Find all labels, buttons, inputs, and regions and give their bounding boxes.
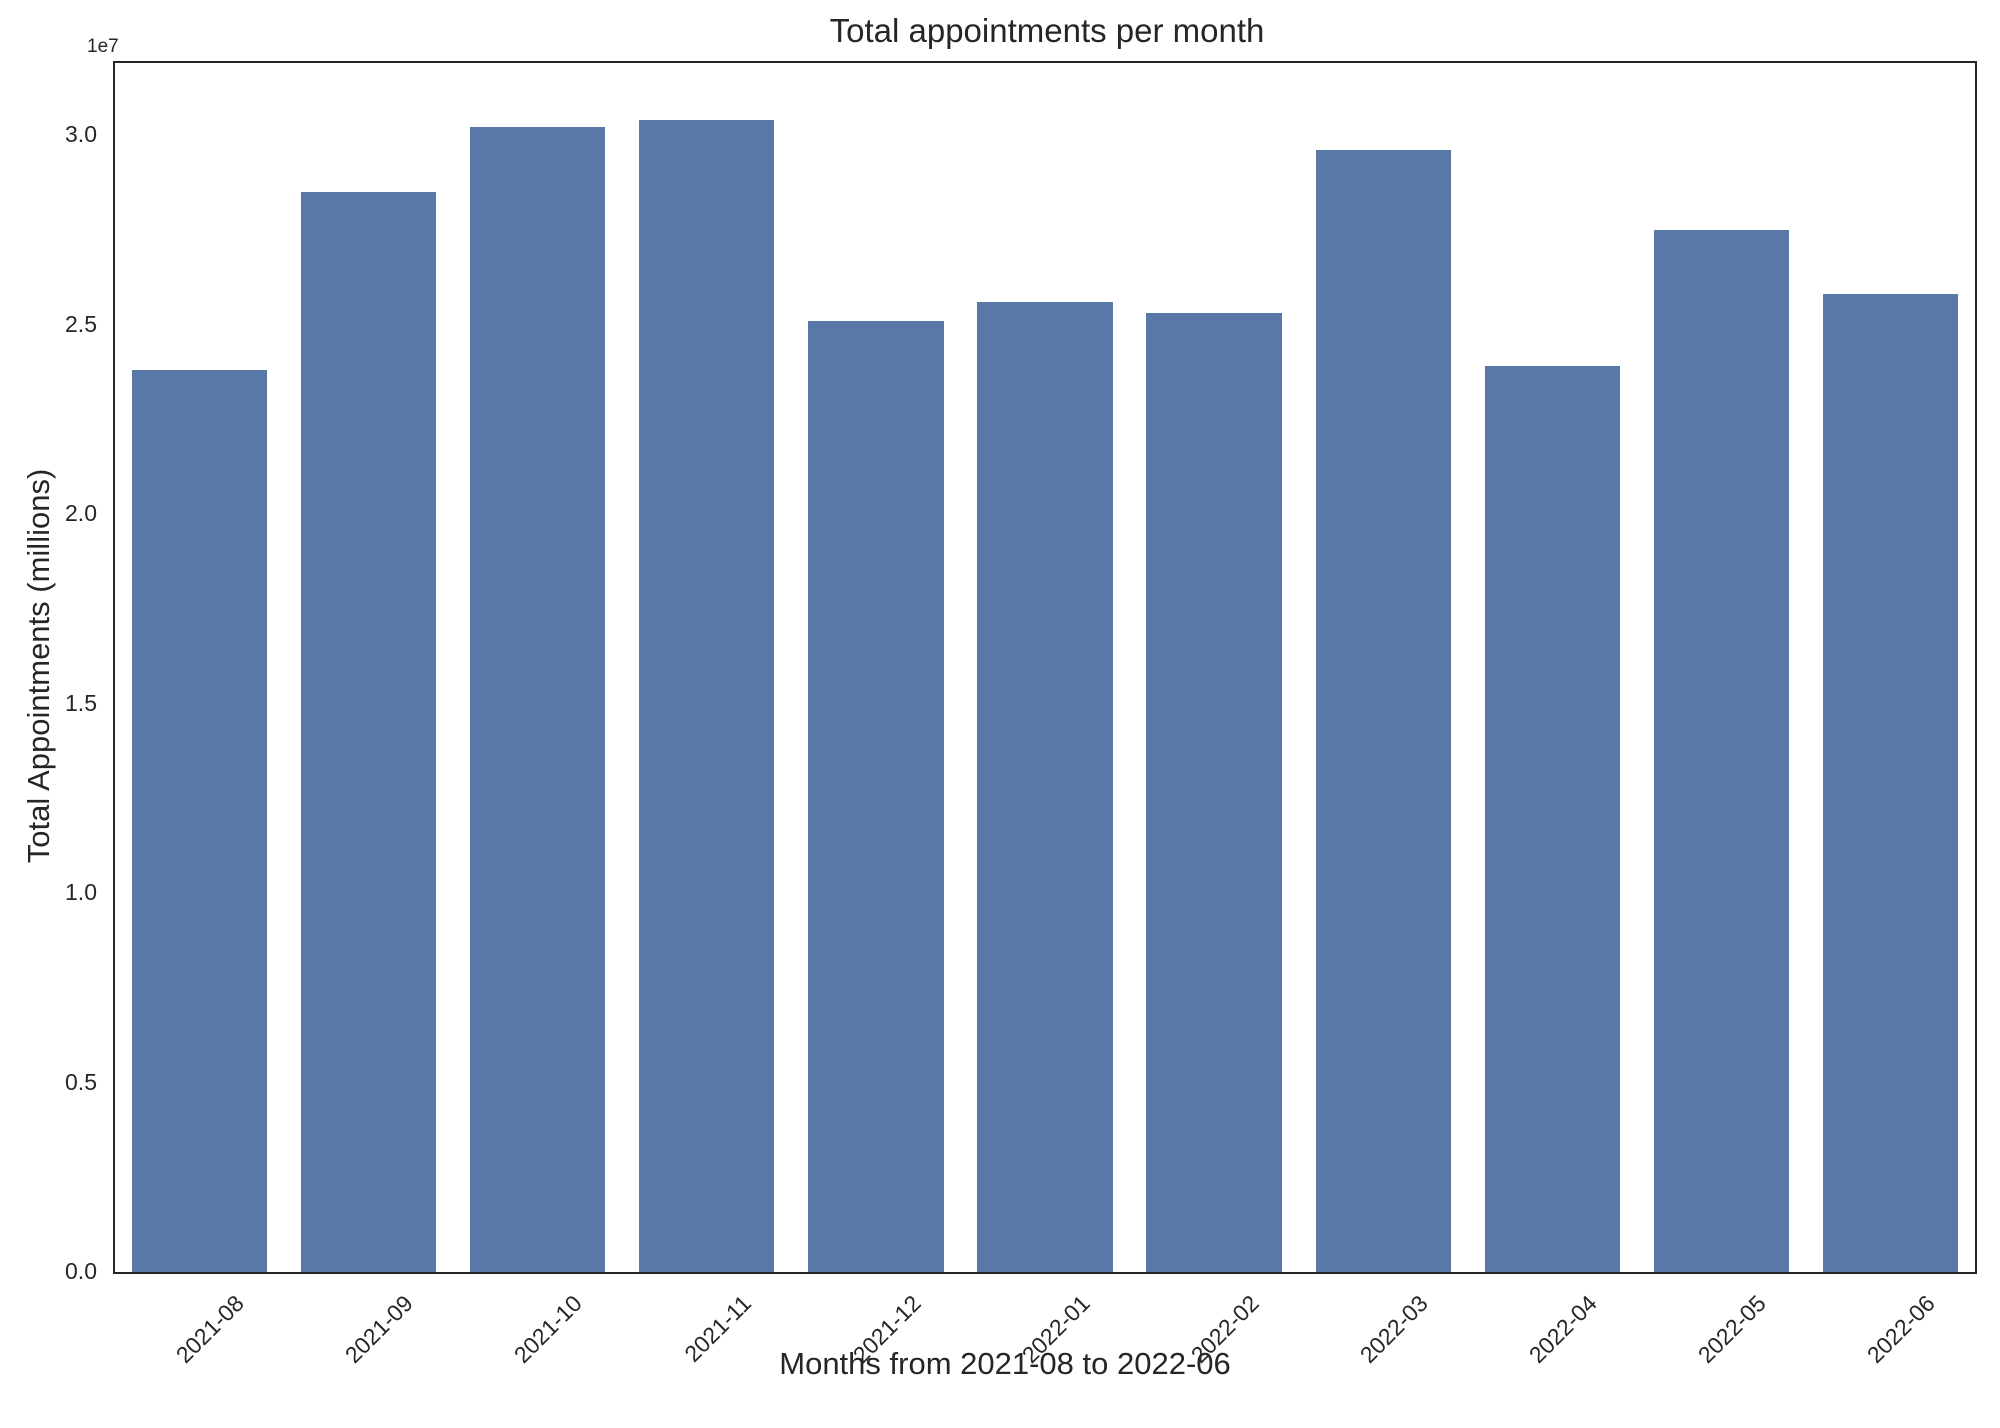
bar-2022-04 — [1484, 366, 1620, 1272]
chart-title: Total appointments per month — [829, 12, 1265, 49]
y-axis-offset-label: 1e7 — [87, 36, 119, 57]
x-tick-label-2022-05: 2022-05 — [1692, 1290, 1771, 1369]
y-tick-label-1.5: 1.5 — [65, 689, 97, 716]
plot-area — [113, 61, 1977, 1274]
y-tick-label-2.0: 2.0 — [65, 499, 97, 526]
bar-2021-09 — [301, 191, 437, 1272]
bar-2022-06 — [1822, 294, 1959, 1272]
x-tick-label-2022-04: 2022-04 — [1523, 1290, 1602, 1369]
y-tick-label-0.5: 0.5 — [65, 1068, 97, 1095]
x-axis-label: Months from 2021-08 to 2022-06 — [779, 1346, 1231, 1381]
bar-2021-08 — [131, 370, 268, 1272]
bar-2022-03 — [1315, 150, 1451, 1272]
y-tick-label-3.0: 3.0 — [65, 120, 97, 147]
x-tick-label-2021-11: 2021-11 — [679, 1290, 757, 1367]
x-tick-label-2021-09: 2021-09 — [339, 1290, 419, 1369]
x-tick-label-2022-03: 2022-03 — [1354, 1290, 1433, 1369]
bar-2021-10 — [470, 127, 606, 1272]
y-axis-label: Total Appointments (millions) — [21, 468, 56, 864]
x-tick-label-2021-08: 2021-08 — [170, 1290, 249, 1369]
bar-2022-05 — [1653, 229, 1789, 1272]
bar-2021-12 — [808, 320, 944, 1272]
y-tick-label-2.5: 2.5 — [65, 310, 97, 337]
x-tick-label-2022-06: 2022-06 — [1861, 1290, 1940, 1369]
y-tick-label-0.0: 0.0 — [65, 1257, 97, 1284]
y-tick-label-1.0: 1.0 — [65, 878, 97, 905]
bar-2022-01 — [977, 301, 1113, 1272]
bar-2022-02 — [1146, 313, 1282, 1272]
x-tick-label-2021-10: 2021-10 — [509, 1290, 588, 1369]
bar-2021-11 — [639, 119, 775, 1272]
